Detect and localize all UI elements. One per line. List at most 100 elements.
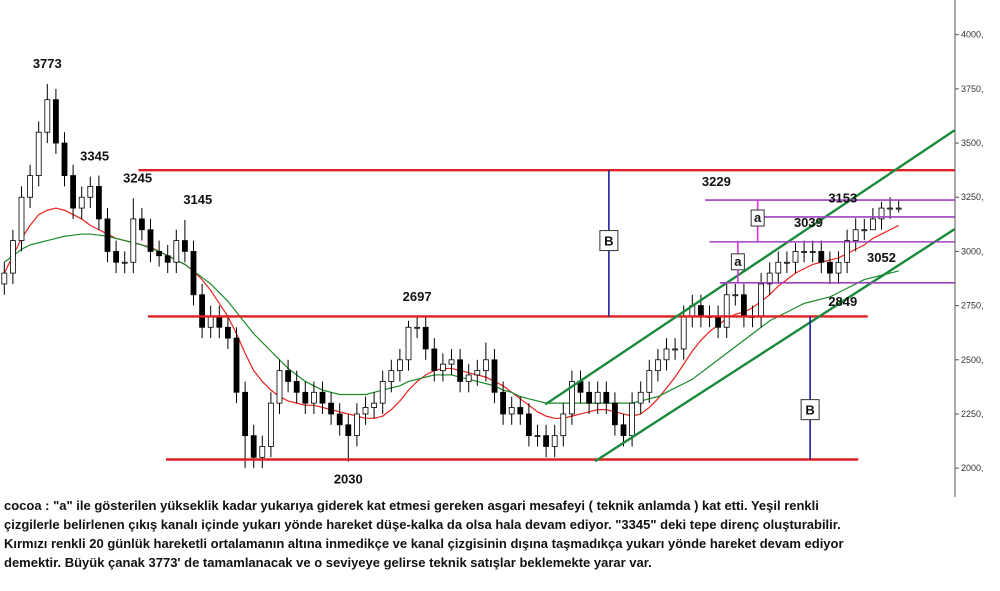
candle-body (242, 391, 249, 437)
candle-body (250, 435, 257, 458)
candle-body (775, 261, 782, 274)
candle-body (758, 283, 764, 317)
annotation-box-label: B (604, 234, 613, 249)
candle-body (723, 294, 730, 328)
candle-body (9, 240, 16, 274)
annotation-line (594, 228, 956, 463)
candle-body (439, 363, 446, 372)
candle-body (646, 370, 653, 393)
annotation-box (599, 230, 619, 252)
candle-body (586, 391, 592, 404)
annotation-box (750, 209, 765, 227)
y-tick-label: 3000, (961, 246, 984, 256)
candle-body (147, 229, 154, 252)
candle-body (396, 359, 403, 372)
candle-body (138, 218, 145, 231)
candle-body (44, 99, 51, 133)
candle-body (61, 142, 68, 176)
price-label: 2030 (334, 472, 363, 487)
annotation-box-label: a (754, 210, 762, 225)
candle-body (508, 407, 515, 415)
candle-body (224, 326, 231, 339)
candle-body (448, 359, 455, 365)
caption-line: Kırmızı renkli 20 günlük hareketli ortal… (4, 536, 844, 551)
candle-body (517, 407, 524, 415)
price-label: 2697 (403, 289, 432, 304)
candle-body (216, 316, 223, 328)
candle-body (870, 218, 876, 231)
candle-body (698, 305, 704, 317)
annotation-box-label: a (734, 254, 742, 269)
candle-body (293, 381, 300, 393)
candle-body (835, 261, 842, 274)
price-label: 3245 (123, 170, 152, 185)
candle-body (207, 316, 214, 328)
candle-body (895, 207, 902, 210)
y-tick-label: 2750, (961, 301, 984, 311)
candle-body (87, 185, 94, 198)
candle-body (379, 381, 386, 404)
candle-body (861, 229, 868, 232)
candle-body (526, 413, 532, 437)
candle-body (827, 261, 833, 274)
candle-body (259, 446, 266, 458)
candle-body (156, 251, 163, 257)
candle-body (612, 402, 618, 426)
candle-body (302, 391, 309, 404)
candle-body (130, 218, 137, 263)
y-tick-label: 3750, (961, 84, 984, 94)
candle-body (482, 359, 489, 372)
candle-body (603, 391, 610, 404)
y-tick-label: 2500, (961, 355, 984, 365)
annotation-line (544, 129, 956, 406)
candle-body (121, 261, 128, 264)
candle-body (792, 251, 799, 263)
candle-body (422, 326, 429, 350)
price-label: 2849 (828, 294, 857, 309)
price-label: 3145 (183, 192, 212, 207)
caption-line: demektir. Büyük çanak 3773' de tamamlana… (4, 555, 652, 570)
candle-body (328, 402, 335, 415)
annotation-box (730, 253, 745, 271)
y-tick-label: 3250, (961, 192, 984, 202)
caption-line: cocoa : "a" ile gösterilen yükseklik kad… (4, 498, 819, 513)
candle-body (1, 272, 8, 285)
y-tick-label: 2250, (961, 409, 984, 419)
candle-body (594, 391, 601, 404)
candle-body (405, 326, 412, 361)
candle-body (113, 251, 119, 263)
candle-body (414, 326, 421, 329)
candle-body (844, 240, 850, 263)
moving-average (3, 233, 899, 404)
candle-body (181, 240, 188, 252)
candle-body (534, 435, 541, 438)
candle-body (672, 348, 678, 351)
candle-body (887, 207, 893, 210)
price-label: 3345 (80, 149, 109, 164)
caption-line: çizgilerle belirlenen çıkış kanalı içind… (4, 517, 841, 532)
candle-body (465, 374, 472, 382)
candle-body (766, 272, 773, 285)
candle-body (801, 251, 807, 253)
price-label: 3039 (794, 215, 823, 230)
candle-body (543, 435, 549, 447)
candle-body (474, 370, 481, 376)
y-tick-label: 3500, (961, 138, 984, 148)
candle-body (78, 196, 85, 209)
candle-body (190, 251, 197, 296)
candle-body (809, 251, 816, 253)
candle-body (560, 413, 567, 437)
moving-average (3, 207, 899, 419)
candle-body (741, 294, 747, 317)
price-label: 3153 (828, 190, 857, 205)
y-tick-label: 2000, (961, 463, 984, 473)
candle-body (551, 435, 558, 447)
candle-body (457, 359, 464, 382)
candle-body (173, 240, 180, 263)
candle-body (852, 229, 859, 241)
candle-body (371, 402, 378, 408)
candle-body (336, 413, 343, 426)
candle-body (500, 391, 507, 415)
candle-body (620, 424, 627, 437)
